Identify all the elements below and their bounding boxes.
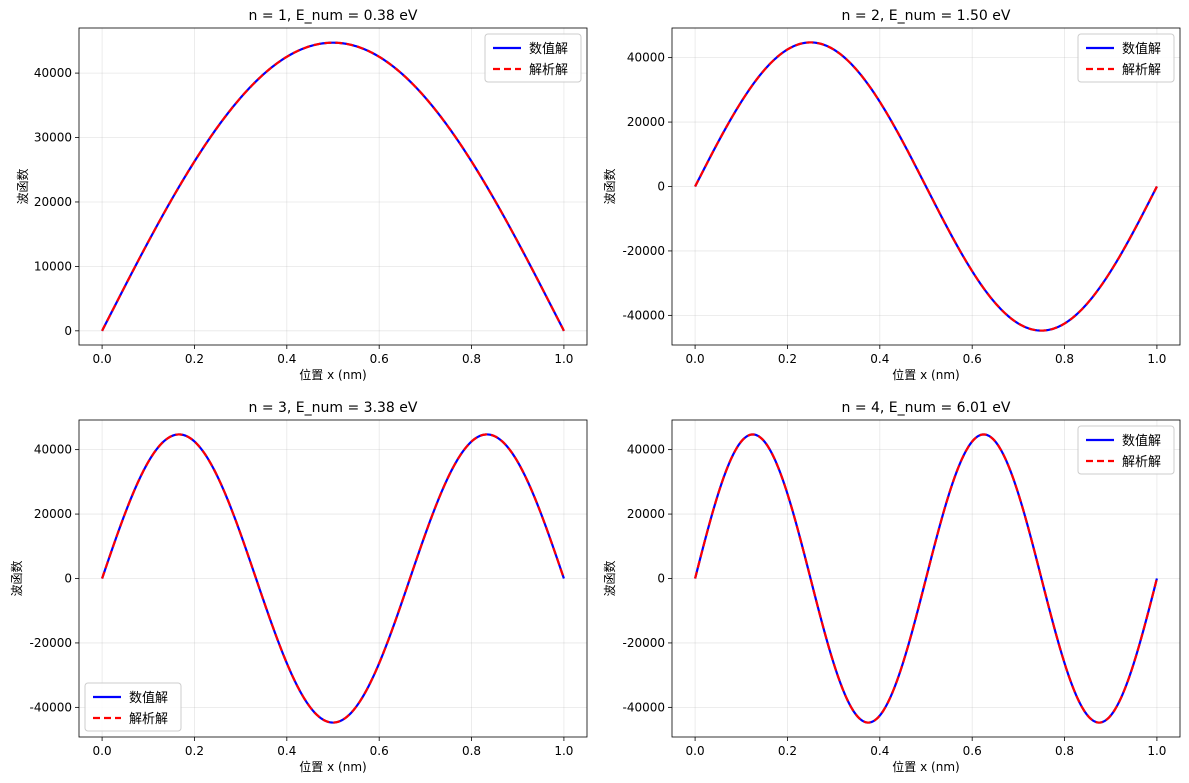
x-tick-label: 0.6 — [370, 352, 389, 366]
legend-label: 数值解 — [529, 41, 568, 57]
x-tick-label: 1.0 — [554, 352, 573, 366]
x-tick-label: 1.0 — [554, 744, 573, 758]
subplot-title: n = 3, E_num = 3.38 eV — [249, 400, 418, 416]
y-tick-label: -20000 — [622, 244, 665, 258]
x-tick-label: 0.4 — [870, 744, 889, 758]
x-tick-label: 0.6 — [963, 744, 982, 758]
x-tick-label: 0.8 — [1055, 352, 1074, 366]
y-tick-label: 40000 — [34, 443, 72, 457]
analytic-solution-line — [101, 41, 565, 332]
y-tick-label: -20000 — [29, 636, 72, 650]
x-tick-label: 0.2 — [185, 744, 204, 758]
x-tick-label: 0.2 — [778, 352, 797, 366]
y-tick-label: -40000 — [622, 700, 665, 714]
analytic-solution-line — [694, 41, 1158, 332]
y-tick-label: -40000 — [622, 308, 665, 322]
x-tick-label: 0.0 — [93, 744, 112, 758]
x-tick-label: 0.2 — [185, 352, 204, 366]
analytic-solution-line — [694, 433, 1158, 724]
legend-label: 数值解 — [1122, 433, 1161, 449]
axes-frame — [78, 27, 588, 346]
numeric-solution-line — [101, 41, 565, 332]
x-axis-label: 位置 x (nm) — [892, 367, 959, 382]
y-tick-label: -40000 — [29, 700, 72, 714]
x-tick-label: 0.8 — [462, 352, 481, 366]
y-tick-label: 20000 — [34, 507, 72, 521]
legend-label: 数值解 — [1122, 41, 1161, 57]
y-tick-label: 40000 — [34, 66, 72, 80]
x-tick-label: 0.2 — [778, 744, 797, 758]
y-axis-label: 波函数 — [15, 168, 30, 204]
y-tick-label: 10000 — [34, 259, 72, 273]
x-tick-label: 0.0 — [686, 352, 705, 366]
subplot-4: 0.0 0.2 0.4 0.6 0.8 1.0 -40000 -20000 0 20000 4000… — [602, 400, 1181, 774]
x-tick-label: 0.4 — [277, 744, 296, 758]
y-tick-label: 40000 — [627, 51, 665, 65]
y-axis-label: 波函数 — [9, 560, 24, 596]
y-tick-label: 20000 — [34, 195, 72, 209]
x-tick-label: 1.0 — [1147, 744, 1166, 758]
x-tick-label: 0.8 — [462, 744, 481, 758]
subplot-title: n = 2, E_num = 1.50 eV — [842, 8, 1011, 24]
y-tick-label: 0 — [64, 572, 72, 586]
legend-label: 解析解 — [1122, 63, 1161, 78]
y-axis-label: 波函数 — [602, 168, 617, 204]
y-tick-label: 40000 — [627, 443, 665, 457]
x-tick-label: 0.6 — [963, 352, 982, 366]
analytic-solution-line — [101, 433, 565, 724]
y-tick-label: 20000 — [627, 507, 665, 521]
x-axis-label: 位置 x (nm) — [299, 759, 366, 774]
legend-label: 数值解 — [129, 690, 168, 706]
x-tick-label: 0.8 — [1055, 744, 1074, 758]
subplot-1: 0.0 0.2 0.4 0.6 0.8 1.0 0 10000 20000 30000 40000 n… — [15, 8, 588, 382]
subplot-title: n = 1, E_num = 0.38 eV — [249, 8, 418, 24]
x-axis-label: 位置 x (nm) — [299, 367, 366, 382]
x-axis-label: 位置 x (nm) — [892, 759, 959, 774]
x-tick-label: 0.0 — [93, 352, 112, 366]
y-tick-label: 0 — [657, 572, 665, 586]
subplot-3: 0.0 0.2 0.4 0.6 0.8 1.0 -40000 -20000 0 20000 4000… — [9, 400, 588, 774]
legend-label: 解析解 — [1122, 455, 1161, 470]
y-tick-label: 20000 — [627, 115, 665, 129]
x-tick-label: 0.6 — [370, 744, 389, 758]
x-tick-label: 1.0 — [1147, 352, 1166, 366]
y-tick-label: 30000 — [34, 131, 72, 145]
x-tick-label: 0.4 — [870, 352, 889, 366]
subplot-2: 0.0 0.2 0.4 0.6 0.8 1.0 -40000 -20000 0 20000 4000… — [602, 8, 1181, 382]
subplot-title: n = 4, E_num = 6.01 eV — [842, 400, 1011, 416]
y-tick-label: 0 — [657, 180, 665, 194]
y-tick-label: -20000 — [622, 636, 665, 650]
y-axis-label: 波函数 — [602, 560, 617, 596]
x-tick-label: 0.0 — [686, 744, 705, 758]
legend-label: 解析解 — [529, 63, 568, 78]
x-tick-label: 0.4 — [277, 352, 296, 366]
legend-label: 解析解 — [129, 712, 168, 727]
y-tick-label: 0 — [64, 324, 72, 338]
